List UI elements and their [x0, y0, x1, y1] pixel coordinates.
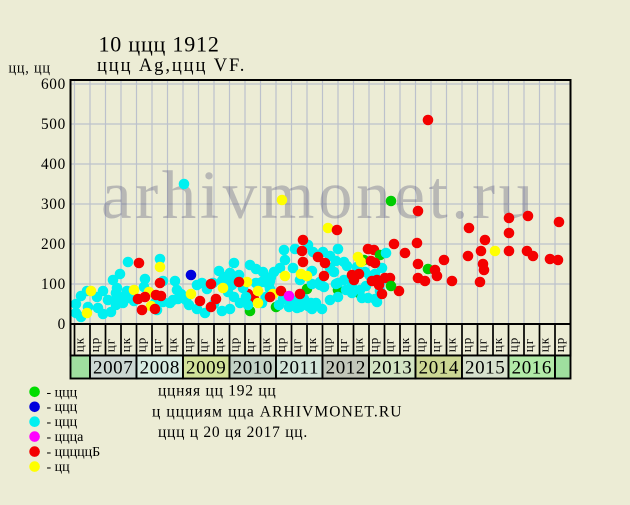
- svg-text:- ццц: - ццц: [47, 415, 78, 430]
- svg-text:- ццц: - ццц: [47, 400, 78, 415]
- svg-text:цг: цг: [289, 338, 304, 352]
- svg-text:цр: цр: [552, 337, 567, 352]
- svg-text:цк: цк: [165, 337, 180, 352]
- svg-text:ц ццциям цца ARHIVMONET.RU: ц ццциям цца ARHIVMONET.RU: [152, 404, 403, 421]
- svg-text:цр: цр: [366, 337, 381, 352]
- svg-text:цг: цг: [521, 338, 536, 352]
- svg-text:цр: цр: [320, 337, 335, 352]
- svg-text:2016: 2016: [512, 358, 552, 379]
- svg-text:100: 100: [41, 276, 66, 293]
- svg-text:цг: цг: [196, 338, 211, 352]
- svg-text:- ццц: - ццц: [47, 385, 78, 400]
- svg-text:- цц: - цц: [47, 460, 71, 475]
- svg-text:arhivmonet.ru: arhivmonet.ru: [101, 157, 537, 233]
- svg-text:цг: цг: [149, 338, 164, 352]
- svg-text:цк: цк: [72, 337, 87, 352]
- svg-text:2012: 2012: [326, 358, 366, 379]
- svg-text:цр: цр: [273, 337, 288, 352]
- svg-text:цк: цк: [537, 337, 552, 352]
- svg-text:цр: цр: [180, 337, 195, 352]
- svg-text:цк: цк: [118, 337, 133, 352]
- svg-text:400: 400: [41, 156, 66, 173]
- svg-text:цр: цр: [506, 337, 521, 352]
- svg-text:2011: 2011: [279, 358, 319, 379]
- svg-text:цк: цк: [258, 337, 273, 352]
- svg-text:2014: 2014: [419, 358, 459, 379]
- svg-text:цг: цг: [428, 338, 443, 352]
- svg-text:цк: цк: [397, 337, 412, 352]
- svg-text:цг: цг: [335, 338, 350, 352]
- svg-text:ццц ц 20 ця 2017 цц.: ццц ц 20 ця 2017 цц.: [158, 424, 308, 441]
- svg-text:- цццццБ: - цццццБ: [47, 445, 101, 460]
- svg-text:2007: 2007: [93, 358, 133, 379]
- svg-text:ццняя цц 192 цц: ццняя цц 192 цц: [158, 383, 276, 400]
- svg-text:цр: цр: [413, 337, 428, 352]
- svg-text:500: 500: [41, 116, 66, 133]
- svg-text:- ццца: - ццца: [47, 430, 85, 445]
- svg-text:200: 200: [41, 236, 66, 253]
- svg-text:цк: цк: [304, 337, 319, 352]
- svg-text:2008: 2008: [140, 358, 180, 379]
- svg-text:цц, цц: цц, цц: [9, 61, 51, 77]
- svg-text:цк: цк: [490, 337, 505, 352]
- svg-text:2013: 2013: [372, 358, 412, 379]
- svg-text:2010: 2010: [233, 358, 273, 379]
- svg-text:цк: цк: [211, 337, 226, 352]
- svg-text:цг: цг: [382, 338, 397, 352]
- svg-text:цг: цг: [103, 338, 118, 352]
- svg-text:цр: цр: [134, 337, 149, 352]
- svg-text:цк: цк: [351, 337, 366, 352]
- svg-text:цр: цр: [87, 337, 102, 352]
- svg-text:цр: цр: [459, 337, 474, 352]
- svg-text:300: 300: [41, 196, 66, 213]
- svg-text:ццц Ag,ццц VF.: ццц Ag,ццц VF.: [97, 56, 246, 76]
- svg-text:2015: 2015: [465, 358, 505, 379]
- svg-text:2009: 2009: [186, 358, 226, 379]
- svg-text:цг: цг: [475, 338, 490, 352]
- svg-text:10 ццц 1912: 10 ццц 1912: [99, 32, 220, 57]
- svg-text:цк: цк: [444, 337, 459, 352]
- svg-text:цр: цр: [227, 337, 242, 352]
- svg-text:0: 0: [58, 316, 66, 333]
- svg-text:цг: цг: [242, 338, 257, 352]
- svg-text:600: 600: [41, 76, 66, 93]
